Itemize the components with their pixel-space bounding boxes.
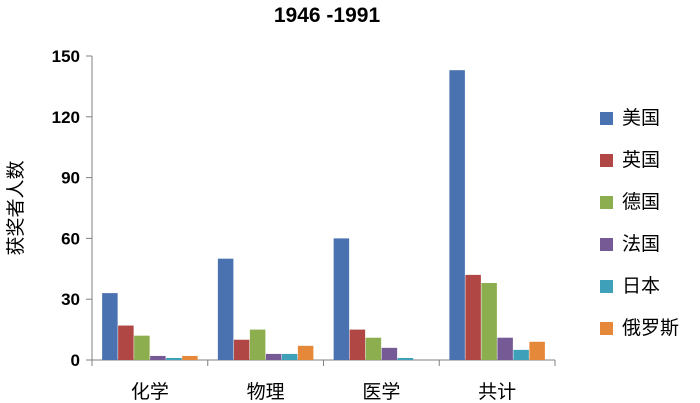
legend-swatch: [600, 322, 613, 335]
bar: [217, 258, 234, 360]
legend-label: 法国: [622, 233, 660, 255]
legend-label: 俄罗斯: [622, 317, 679, 339]
legend-label: 德国: [622, 191, 660, 213]
x-tick-label: 化学: [131, 381, 169, 403]
bar: [281, 353, 298, 360]
bar: [265, 353, 282, 360]
legend-label: 日本: [622, 275, 660, 297]
bar: [481, 282, 497, 360]
bar: [365, 337, 382, 360]
chart-title: 1946 -1991: [274, 4, 381, 27]
bar: [381, 347, 398, 360]
legend-swatch: [600, 238, 613, 251]
y-tick-label: 0: [71, 351, 80, 370]
y-tick-label: 120: [52, 108, 80, 127]
legend-swatch: [600, 154, 613, 167]
bar: [233, 339, 250, 360]
legend-swatch: [600, 196, 613, 209]
legend-label: 英国: [622, 149, 660, 171]
y-axis-label: 获奖者人数: [5, 160, 27, 255]
y-tick-label: 30: [61, 290, 80, 309]
bar: [166, 357, 182, 360]
bar: [465, 274, 481, 360]
bar: [529, 341, 545, 360]
bar: [349, 329, 366, 360]
bar: [249, 329, 266, 360]
y-tick-label: 150: [52, 47, 80, 66]
bar: [150, 355, 166, 360]
bars: [102, 70, 545, 360]
bar: [397, 357, 414, 360]
bar: [182, 355, 198, 360]
bar: [134, 335, 150, 360]
bar: [333, 238, 350, 360]
x-tick-label: 共计: [478, 381, 516, 403]
legend-swatch: [600, 280, 613, 293]
bar: [513, 349, 529, 360]
bar: [102, 293, 118, 360]
bar: [118, 325, 134, 360]
x-tick-label: 物理: [247, 381, 285, 403]
y-tick-label: 90: [61, 169, 80, 188]
bar: [297, 345, 314, 360]
legend-swatch: [600, 112, 613, 125]
bar: [497, 337, 513, 360]
axes: 0 30 60 90 120 150 化学 物理 医学 共计: [52, 47, 556, 403]
y-tick-label: 60: [61, 229, 80, 248]
legend-label: 美国: [622, 107, 660, 129]
bar: [449, 70, 465, 360]
x-tick-label: 医学: [362, 381, 400, 403]
